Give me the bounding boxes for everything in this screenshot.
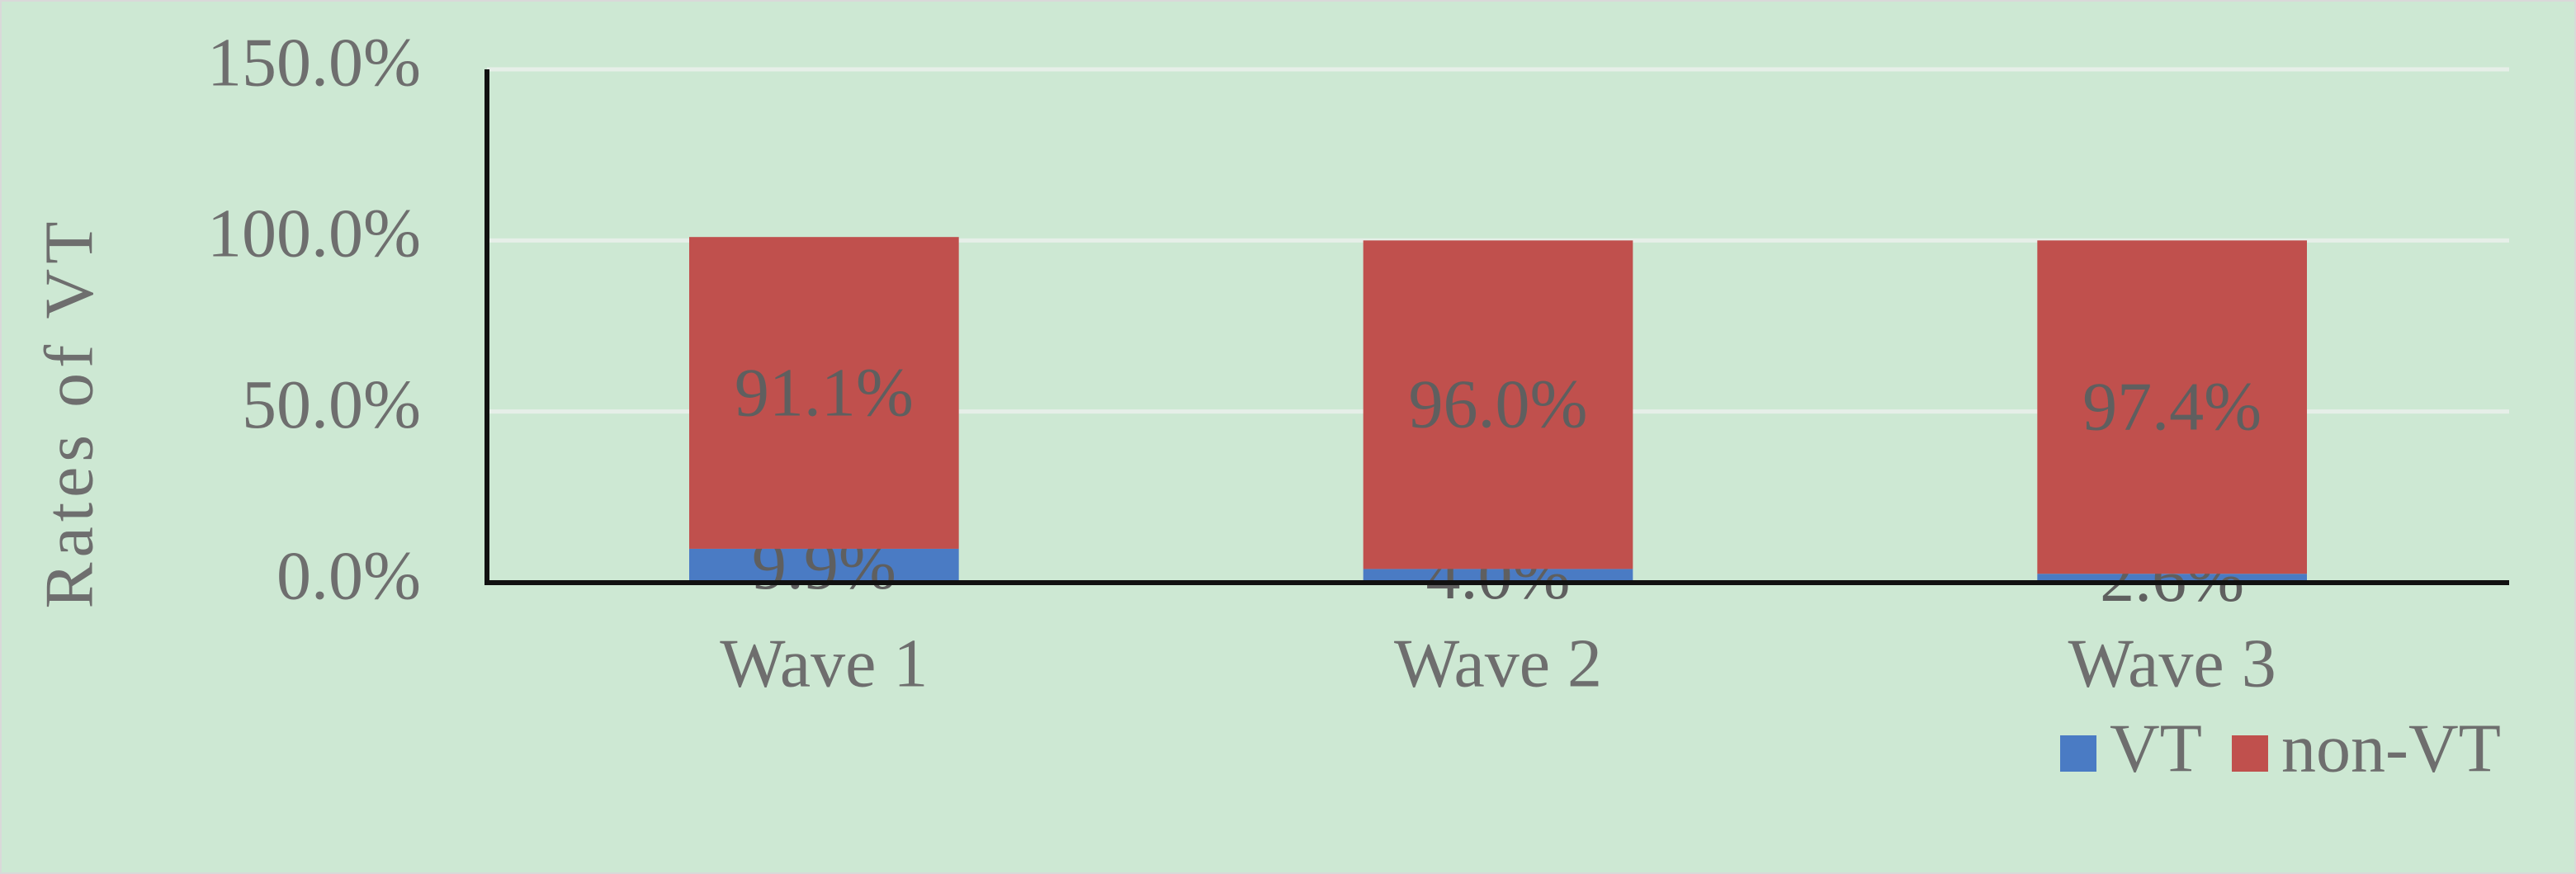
bar-segment	[2037, 574, 2307, 583]
bar-segment	[1363, 240, 1633, 569]
bar-segment	[2037, 240, 2307, 574]
legend-swatch	[2060, 735, 2096, 772]
legend-label: VT	[2110, 710, 2202, 787]
bar-segment	[1363, 569, 1633, 583]
x-tick-label: Wave 3	[2068, 625, 2276, 702]
y-tick-label: 100.0%	[207, 196, 421, 272]
y-tick-label: 0.0%	[277, 537, 421, 614]
data-label: 91.1%	[735, 354, 914, 431]
x-tick-label: Wave 2	[1394, 625, 1602, 702]
y-tick-label: 150.0%	[207, 24, 421, 101]
legend-swatch	[2231, 735, 2268, 772]
bar-segment	[689, 237, 959, 549]
bar-segment	[689, 548, 959, 583]
legend-label: non-VT	[2281, 710, 2501, 787]
data-label: 96.0%	[1409, 366, 1588, 443]
data-label: 97.4%	[2082, 369, 2262, 446]
y-tick-label: 50.0%	[242, 366, 421, 443]
x-tick-label: Wave 1	[720, 625, 928, 702]
y-axis-title: Rates of VT	[31, 216, 107, 608]
